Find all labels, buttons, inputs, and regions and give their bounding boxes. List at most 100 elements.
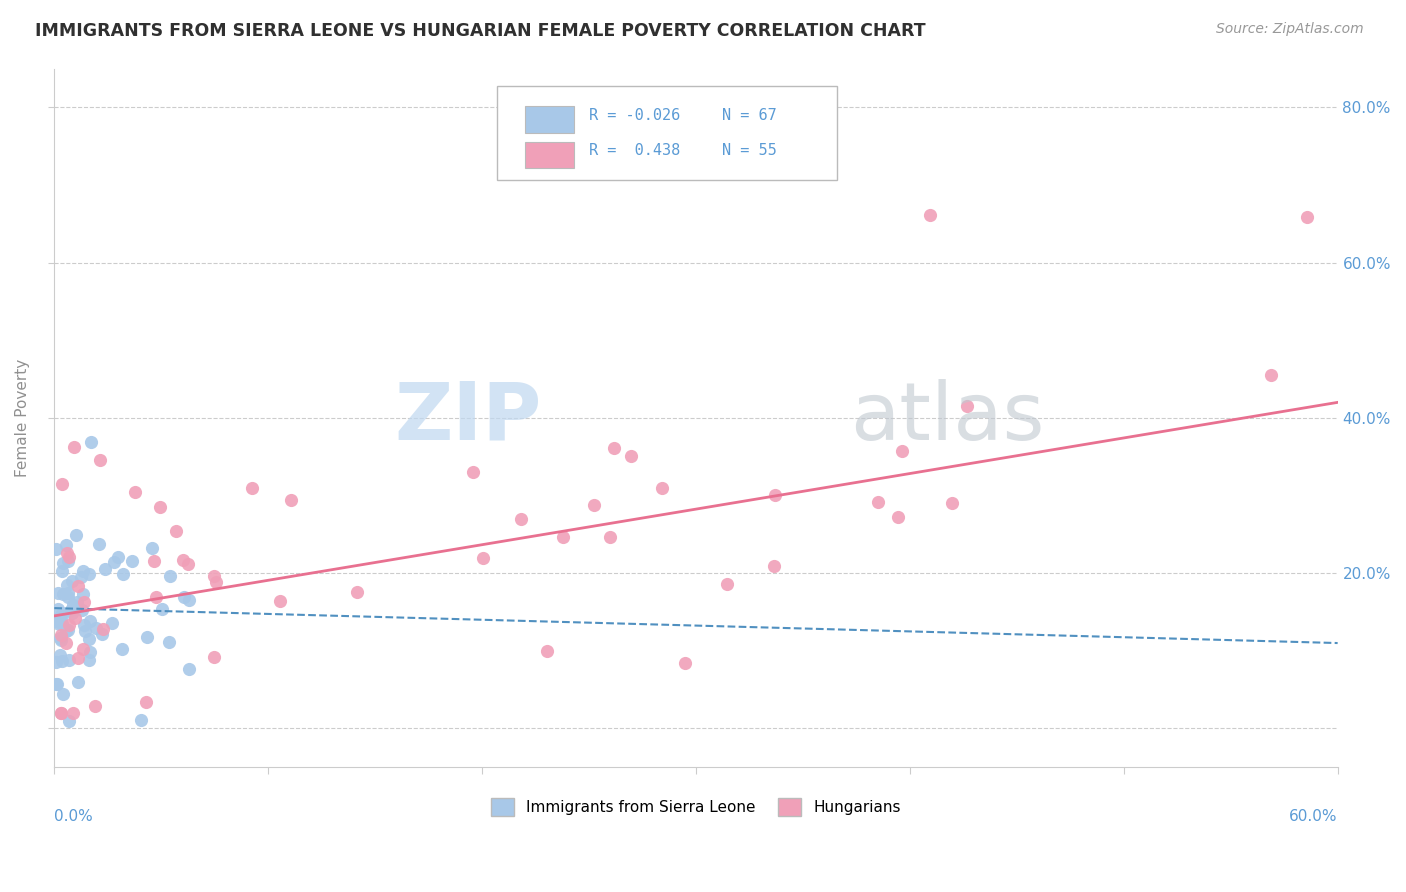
Point <box>73 595 96 609</box>
Bar <box>526 106 574 133</box>
Point <box>63 611 86 625</box>
Point <box>73 624 96 639</box>
Point <box>204 649 226 664</box>
Legend: Immigrants from Sierra Leone, Hungarians: Immigrants from Sierra Leone, Hungarians <box>485 792 907 822</box>
Text: IMMIGRANTS FROM SIERRA LEONE VS HUNGARIAN FEMALE POVERTY CORRELATION CHART: IMMIGRANTS FROM SIERRA LEONE VS HUNGARIA… <box>35 22 925 40</box>
Point <box>918 208 941 222</box>
Point <box>77 632 100 646</box>
Point <box>49 648 72 663</box>
Point <box>583 499 606 513</box>
Point <box>472 551 495 566</box>
Point <box>135 630 157 644</box>
Point <box>51 606 73 620</box>
Point <box>65 528 87 542</box>
Point <box>72 564 94 578</box>
Point <box>463 465 485 479</box>
Point <box>51 477 73 491</box>
Point <box>60 574 83 588</box>
Point <box>204 574 226 589</box>
Text: R =  0.438: R = 0.438 <box>589 144 681 159</box>
Point <box>60 606 83 620</box>
Point <box>280 492 302 507</box>
Point <box>79 652 101 666</box>
Point <box>202 569 225 583</box>
Point <box>73 617 96 632</box>
Point <box>619 449 641 463</box>
Point <box>866 495 889 509</box>
Point <box>45 656 67 670</box>
Point <box>52 557 75 571</box>
Point <box>173 591 195 605</box>
Point <box>955 399 977 413</box>
Point <box>135 695 157 709</box>
Point <box>112 566 135 581</box>
Point <box>551 530 574 544</box>
Point <box>177 593 200 607</box>
Point <box>651 481 673 495</box>
Point <box>45 677 67 691</box>
Text: N = 67: N = 67 <box>721 108 776 123</box>
Point <box>58 550 80 565</box>
Point <box>129 713 152 727</box>
Point <box>84 699 107 714</box>
Point <box>62 706 84 720</box>
Point <box>103 555 125 569</box>
Point <box>49 633 72 648</box>
Point <box>172 552 194 566</box>
Point <box>58 653 80 667</box>
Point <box>66 675 89 690</box>
Point <box>49 628 72 642</box>
Point <box>49 631 72 645</box>
Text: 0.0%: 0.0% <box>55 809 93 824</box>
Point <box>763 488 786 502</box>
Point <box>887 510 910 524</box>
Point <box>177 557 200 571</box>
Point <box>45 615 67 629</box>
Point <box>55 538 77 552</box>
Point <box>107 549 129 564</box>
Point <box>121 554 143 568</box>
Text: atlas: atlas <box>851 379 1045 457</box>
Point <box>52 587 75 601</box>
Point <box>89 453 111 467</box>
Point <box>143 554 166 568</box>
Y-axis label: Female Poverty: Female Poverty <box>15 359 30 477</box>
Point <box>62 598 84 612</box>
Point <box>90 627 112 641</box>
Point <box>69 570 91 584</box>
Point <box>56 546 79 560</box>
Point <box>45 541 67 556</box>
Text: 60.0%: 60.0% <box>1289 809 1337 824</box>
Point <box>179 661 201 675</box>
Point <box>1295 210 1317 224</box>
Point <box>49 706 72 720</box>
Point <box>87 537 110 551</box>
Point <box>58 553 80 567</box>
Point <box>72 642 94 657</box>
Bar <box>526 142 574 169</box>
Point <box>51 616 73 631</box>
Point <box>763 559 786 574</box>
Point <box>100 615 122 630</box>
Point <box>52 686 75 700</box>
FancyBboxPatch shape <box>498 86 837 180</box>
Point <box>51 654 73 668</box>
Text: ZIP: ZIP <box>395 379 541 457</box>
Point <box>79 614 101 628</box>
Text: R = -0.026: R = -0.026 <box>589 108 681 123</box>
Point <box>150 602 173 616</box>
Point <box>346 585 368 599</box>
Point <box>269 594 291 608</box>
Point <box>46 602 69 616</box>
Point <box>56 623 79 637</box>
Text: Source: ZipAtlas.com: Source: ZipAtlas.com <box>1216 22 1364 37</box>
Point <box>58 714 80 728</box>
Point <box>941 496 963 510</box>
Point <box>45 612 67 626</box>
Point <box>55 635 77 649</box>
Point <box>56 585 79 599</box>
Text: N = 55: N = 55 <box>721 144 776 159</box>
Point <box>58 617 80 632</box>
Point <box>716 576 738 591</box>
Point <box>55 624 77 639</box>
